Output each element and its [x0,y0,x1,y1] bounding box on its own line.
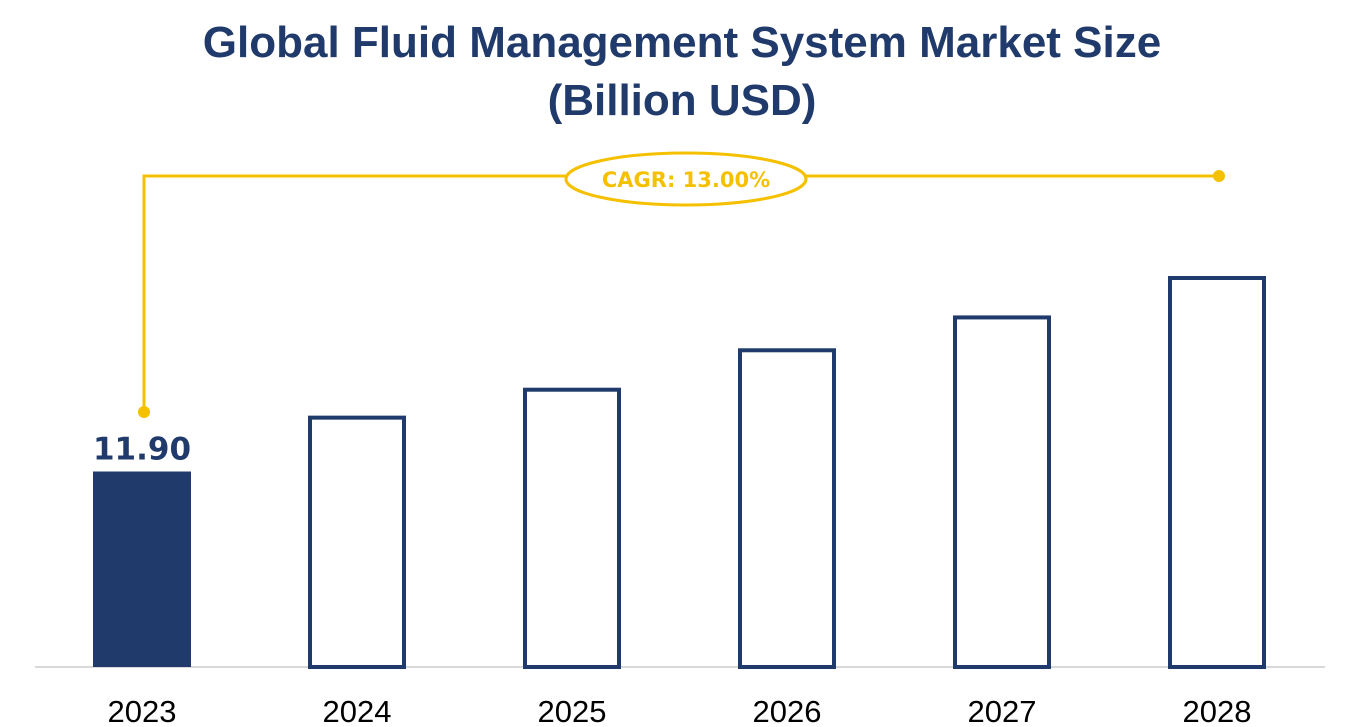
cagr-end-dot [1213,170,1225,182]
x-tick-labels: 2023 2024 2025 2026 2027 2028 [108,694,1252,727]
x-tick-label-2023: 2023 [108,694,177,727]
cagr-connector-line [142,174,1219,412]
x-tick-label-2027: 2027 [968,694,1037,727]
cagr-label: CAGR: 13.00% [602,168,770,192]
cagr-start-dot [138,406,150,418]
bar-2028 [1168,276,1266,669]
chart-title: Global Fluid Management System Market Si… [0,14,1364,130]
bar-2026 [738,348,836,669]
value-label-2023: 11.90 [93,432,191,468]
bar-2025 [523,387,621,669]
cagr-badge [564,151,808,207]
bar-2023 [93,471,191,667]
chart-title-line-1: Global Fluid Management System Market Si… [202,18,1162,67]
cagr-annotation: CAGR: 13.00% [138,151,1225,418]
bars-group: 11.90 [93,276,1266,669]
bar-2027 [953,315,1051,669]
x-tick-label-2024: 2024 [323,694,392,727]
chart-title-line-2: (Billion USD) [547,76,817,125]
bar-2024 [308,415,406,669]
x-tick-label-2026: 2026 [753,694,822,727]
x-tick-label-2028: 2028 [1183,694,1252,727]
x-tick-label-2025: 2025 [538,694,607,727]
